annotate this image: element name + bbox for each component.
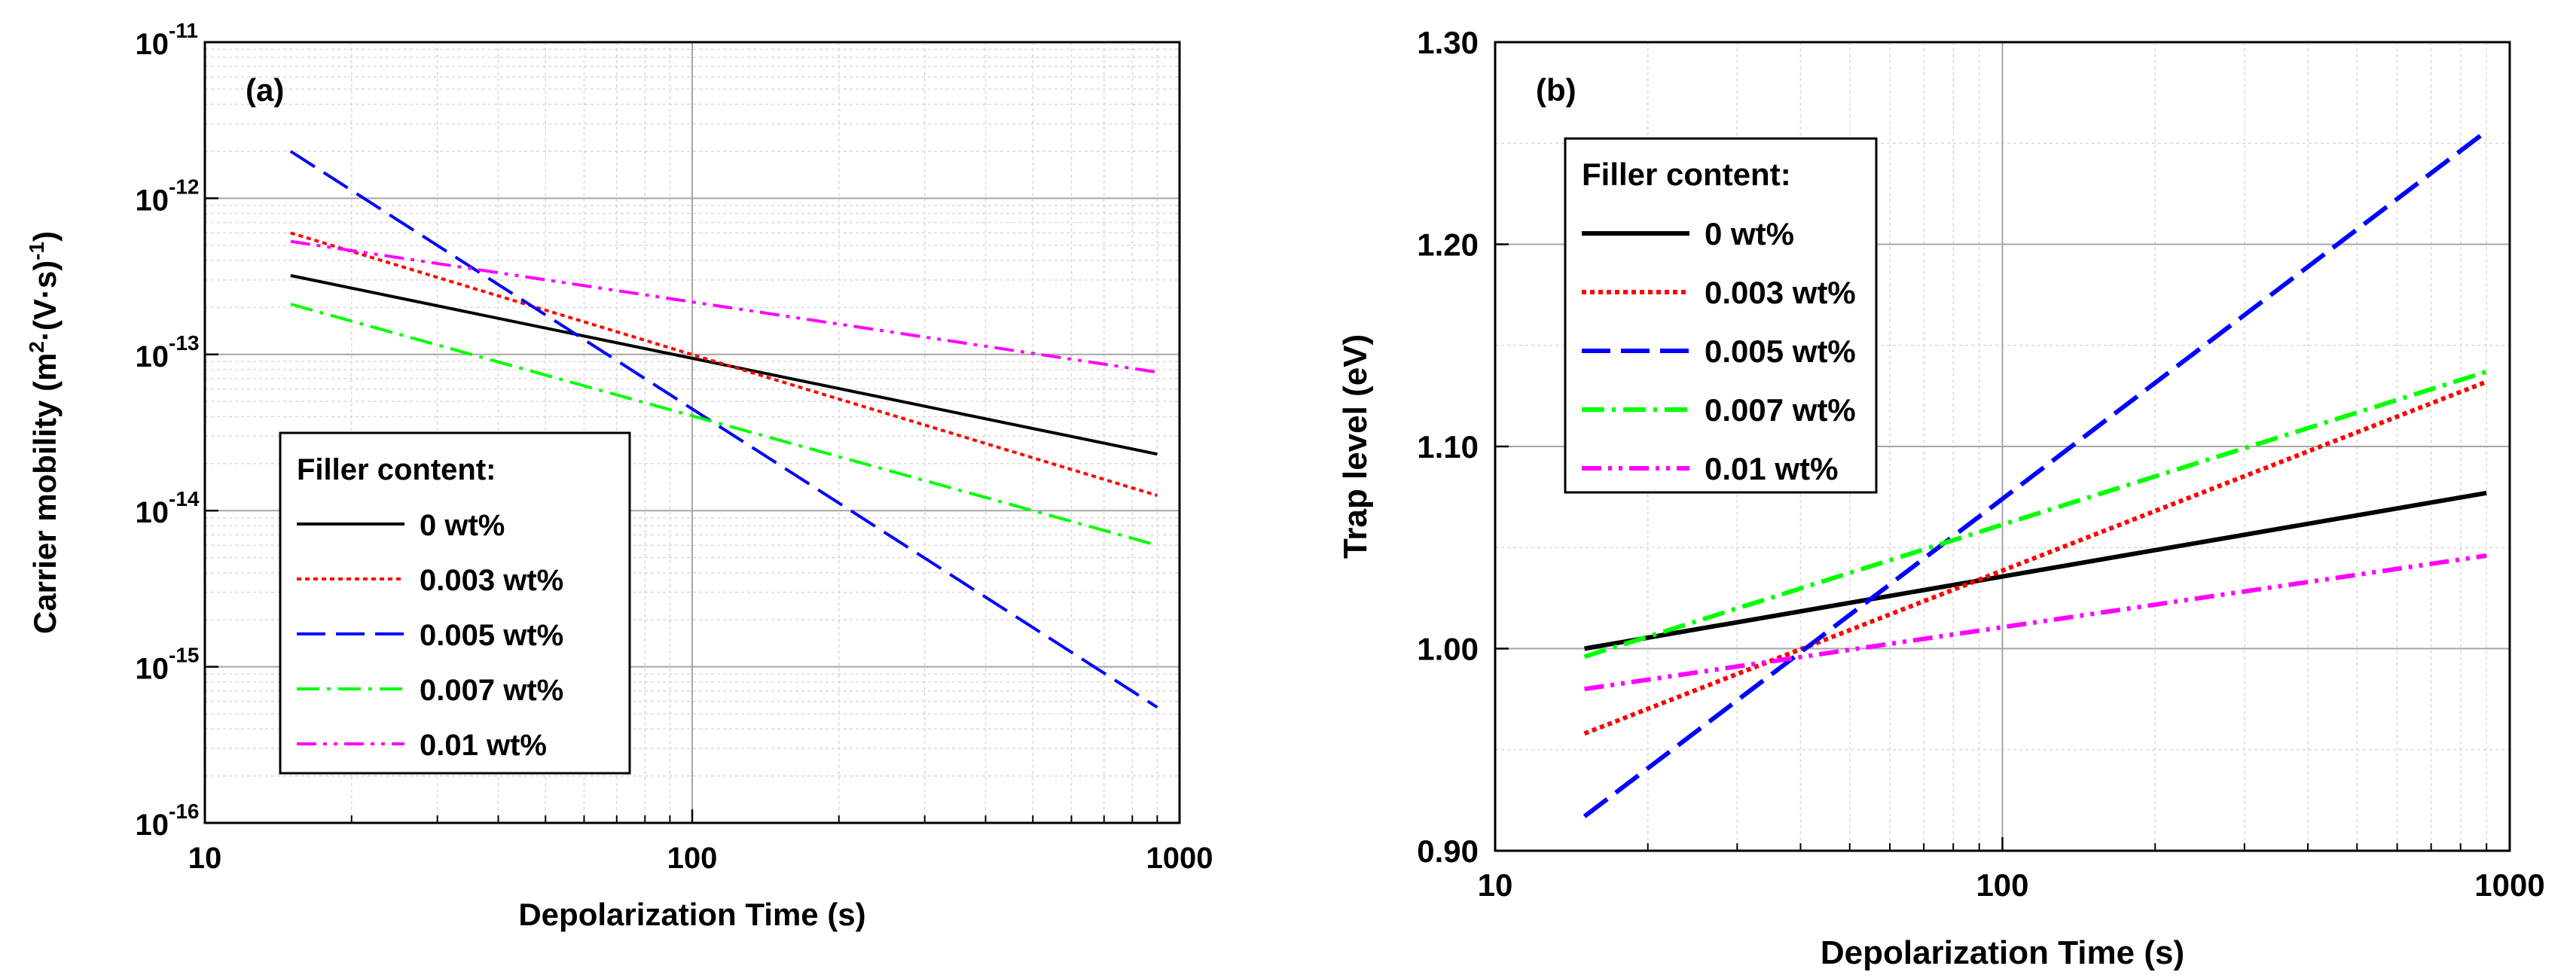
legend-box [1564,137,1878,494]
series-line-0-01-wt [290,239,1158,374]
legend-label: 0.01 wt% [420,729,547,762]
legend-label: 0.007 wt% [420,674,563,707]
x-tick-label: 10 [1478,867,1513,903]
series-line-0-007-wt [290,303,1158,547]
legend-title: Filler content: [1582,157,1791,192]
y-tick-label-base: 10 [136,496,169,529]
x-axis-label: Depolarization Time (s) [1821,934,2184,971]
y-tick-label-exponent: -16 [169,800,199,823]
y-axis-label: Trap level (eV) [1337,334,1374,559]
panel-label: (a) [246,72,284,108]
plot-area-frame [1494,41,2511,852]
legend-title: Filler content: [297,453,496,486]
series-line-0-003-wt [1583,379,2488,736]
y-tick-label-exponent: -14 [169,487,200,510]
series-line-0-01-wt [1584,553,2487,692]
series-line-0-007-wt [1583,369,2488,660]
legend-label: 0 wt% [420,509,505,542]
chart-panel-b: 10 100 1000 0.90 1.00 1.10 1.20 1.30 (b) Depolari… [1337,25,2545,971]
y-tick-label-base: 10 [136,653,169,686]
y-tick-label: 1.00 [1417,632,1479,667]
y-axis-label-part: 2 [25,341,48,353]
legend-label: 0 wt% [1705,216,1794,251]
y-tick-label-exponent: -13 [169,331,199,355]
y-tick-label: 1.20 [1417,227,1479,263]
y-tick-label-exponent: -15 [169,644,199,667]
y-tick-label-base: 10 [136,184,169,217]
legend-label: 0.01 wt% [1705,451,1838,486]
legend-label: 0.005 wt% [420,619,563,652]
series-line-0-005-wt [1583,129,2489,818]
y-tick-label-base: 10 [136,340,169,373]
x-tick-label: 1000 [1146,842,1213,875]
series-line-0-wt [290,274,1158,456]
y-axis-label-part: Carrier mobility (m [27,353,63,634]
x-tick-label: 100 [1976,867,2028,903]
series-line-0-003-wt [290,231,1158,498]
y-tick-label: 1.10 [1417,429,1479,465]
legend-label: 0.005 wt% [1705,334,1856,369]
x-axis-label: Depolarization Time (s) [518,897,865,932]
series-line-0-005-wt [289,150,1158,709]
series-line-0-wt [1584,490,2487,651]
legend-label: 0.003 wt% [420,564,563,597]
y-axis-label: Carrier mobility (m2·(V·s)-1) [25,231,63,634]
panel-label: (b) [1536,72,1576,108]
legend-label: 0.007 wt% [1705,392,1856,428]
y-tick-label: 1.30 [1417,25,1479,60]
legend-label: 0.003 wt% [1705,275,1856,310]
x-tick-label: 1000 [2474,867,2544,903]
y-tick-label-base: 10 [136,28,169,61]
plot-area-frame [203,41,1181,824]
y-tick-label-exponent: -11 [169,19,198,42]
x-tick-label: 10 [188,842,222,875]
y-tick-label: 0.90 [1417,833,1479,869]
x-tick-label: 100 [667,842,718,875]
y-axis-label-part: ) [27,231,63,242]
y-tick-label-base: 10 [136,809,169,842]
legend-box [279,431,631,775]
y-axis-label-part: -1 [25,242,48,260]
y-axis-label-part: ·(V·s) [27,260,63,341]
y-tick-label-exponent: -12 [169,175,199,198]
